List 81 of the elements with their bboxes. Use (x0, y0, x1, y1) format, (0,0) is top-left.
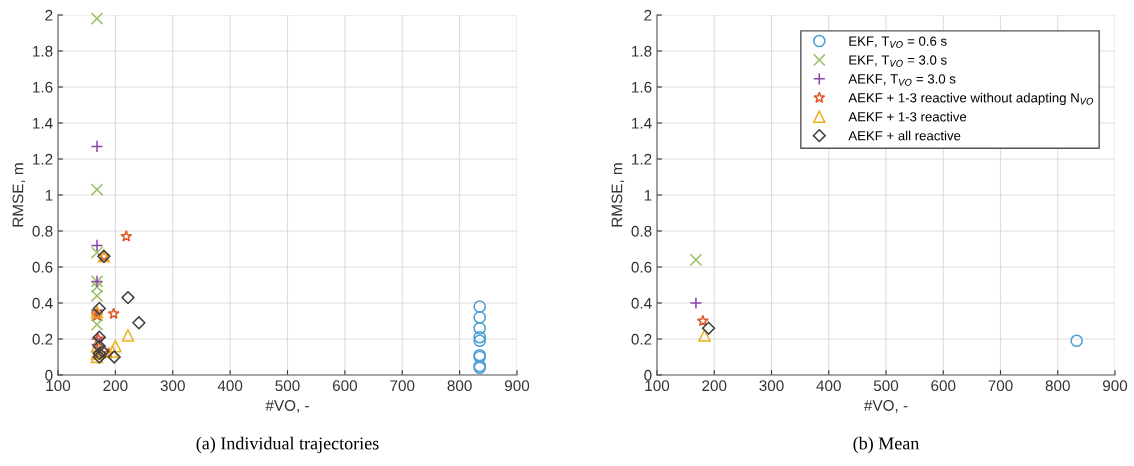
point (698, 329, 711, 342)
point (96, 344, 110, 359)
y-axis-title: RMSE, m (611, 163, 625, 227)
x-tick-label: 300 (759, 380, 784, 392)
legend-label: AEKF + all reactive (848, 130, 961, 141)
x-tick-label: 100 (645, 380, 670, 392)
point (473, 311, 487, 324)
point (473, 334, 487, 348)
x-tick-label: 100 (46, 380, 71, 392)
y-tick-label: 1.6 (33, 81, 53, 93)
point (107, 307, 120, 320)
legend-label: AEKF + 1-3 reactive (848, 111, 967, 122)
x-tick-label: 500 (873, 380, 899, 392)
point (109, 339, 122, 353)
y-tick-label: 1.6 (632, 81, 652, 93)
legend-label: EKF, T$_{VO}$ = 3.0 s (849, 55, 947, 67)
y-tick-label: 0.4 (32, 297, 53, 309)
x-tick-label: 900 (504, 380, 530, 392)
y-tick-label: 0.6 (631, 261, 652, 273)
y-tick-label: 0 (45, 369, 53, 381)
point (473, 330, 487, 344)
y-axis-title: RMSE, m (12, 163, 26, 227)
point (1070, 334, 1083, 348)
legend-label: EKF, T$_{VO}$ = 0.6 s (849, 36, 947, 48)
x-tick-label: 600 (332, 380, 358, 392)
y-tick-label: 2 (644, 9, 652, 21)
y-tick-label: 1.2 (33, 153, 53, 165)
point (90, 280, 104, 294)
point (102, 347, 115, 359)
point (696, 314, 709, 327)
point (90, 12, 104, 25)
x-axis-title: #VO, - (265, 400, 309, 413)
y-tick-label: 0.2 (32, 333, 53, 345)
point (121, 329, 135, 342)
point (689, 296, 703, 310)
x-tick-label: 500 (275, 380, 300, 392)
x-tick-label: 400 (816, 380, 841, 392)
x-tick-label: 800 (1045, 380, 1070, 392)
y-tick-label: 0.4 (631, 297, 652, 309)
point (107, 350, 121, 364)
y-tick-label: 0.8 (631, 225, 652, 237)
point (90, 183, 104, 196)
x-axis-title: #VO, - (863, 400, 908, 413)
x-tick-label: 900 (1102, 380, 1128, 392)
point (689, 253, 703, 267)
y-tick-label: 1.2 (632, 153, 652, 165)
x-tick-label: 200 (103, 380, 128, 392)
point (473, 321, 487, 335)
y-tick-label: 1 (45, 190, 53, 201)
legend-label: AEKF, T$_{VO}$ = 3.0 s (848, 74, 956, 86)
point (121, 290, 135, 305)
x-tick-label: 300 (160, 380, 185, 392)
x-tick-label: 800 (447, 380, 472, 392)
y-tick-label: 0.6 (32, 261, 53, 273)
point (473, 300, 487, 313)
y-tick-label: 1.8 (632, 45, 652, 57)
point (132, 316, 146, 330)
x-tick-label: 700 (988, 380, 1013, 392)
y-tick-label: 0.8 (32, 225, 53, 237)
point (701, 321, 716, 335)
y-tick-label: 2 (45, 9, 53, 21)
point (90, 318, 104, 331)
x-tick-label: 700 (390, 380, 415, 392)
y-tick-label: 1.8 (33, 45, 53, 57)
x-tick-label: 200 (702, 380, 727, 392)
x-tick-label: 400 (217, 380, 243, 392)
y-tick-label: 0 (644, 369, 652, 381)
point (90, 239, 104, 252)
point (120, 230, 133, 242)
point (90, 289, 104, 303)
point (106, 345, 119, 358)
y-tick-label: 1.4 (33, 118, 53, 129)
y-tick-label: 0.2 (631, 333, 652, 345)
point (90, 140, 104, 153)
y-tick-label: 1 (644, 190, 652, 201)
legend-label: AEKF + 1-3 reactive without adapting N$_{VO}$ (848, 92, 1094, 106)
x-tick-label: 600 (931, 380, 956, 392)
text: (a) Individual trajectories (196, 436, 379, 454)
point (90, 246, 104, 259)
y-tick-label: 1.4 (632, 118, 652, 129)
text: (b) Mean (853, 436, 920, 454)
